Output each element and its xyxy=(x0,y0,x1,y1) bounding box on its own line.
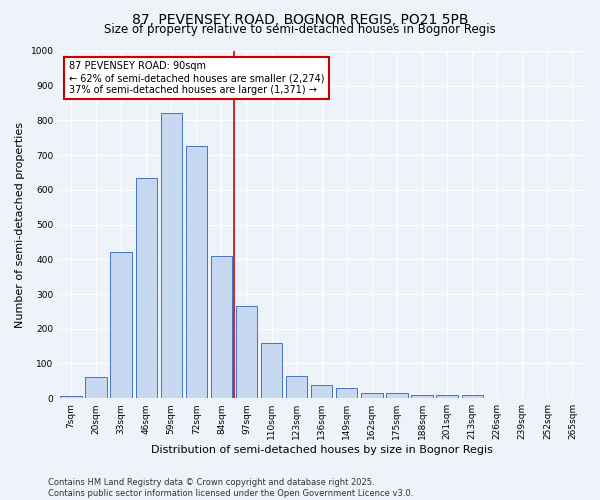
Bar xyxy=(311,385,332,398)
Bar xyxy=(436,394,458,398)
Y-axis label: Number of semi-detached properties: Number of semi-detached properties xyxy=(15,122,25,328)
Bar xyxy=(461,396,483,398)
Bar xyxy=(85,376,107,398)
Text: Contains HM Land Registry data © Crown copyright and database right 2025.
Contai: Contains HM Land Registry data © Crown c… xyxy=(48,478,413,498)
Bar xyxy=(286,376,307,398)
Bar xyxy=(236,306,257,398)
Bar xyxy=(336,388,358,398)
Bar xyxy=(110,252,132,398)
Bar xyxy=(412,394,433,398)
Bar xyxy=(361,393,383,398)
Bar xyxy=(185,146,207,398)
Bar xyxy=(60,396,82,398)
Bar xyxy=(136,178,157,398)
Text: 87, PEVENSEY ROAD, BOGNOR REGIS, PO21 5PB: 87, PEVENSEY ROAD, BOGNOR REGIS, PO21 5P… xyxy=(132,12,468,26)
X-axis label: Distribution of semi-detached houses by size in Bognor Regis: Distribution of semi-detached houses by … xyxy=(151,445,493,455)
Bar xyxy=(161,114,182,398)
Bar xyxy=(211,256,232,398)
Bar xyxy=(386,393,407,398)
Text: 87 PEVENSEY ROAD: 90sqm
← 62% of semi-detached houses are smaller (2,274)
37% of: 87 PEVENSEY ROAD: 90sqm ← 62% of semi-de… xyxy=(69,62,325,94)
Text: Size of property relative to semi-detached houses in Bognor Regis: Size of property relative to semi-detach… xyxy=(104,22,496,36)
Bar xyxy=(261,342,282,398)
